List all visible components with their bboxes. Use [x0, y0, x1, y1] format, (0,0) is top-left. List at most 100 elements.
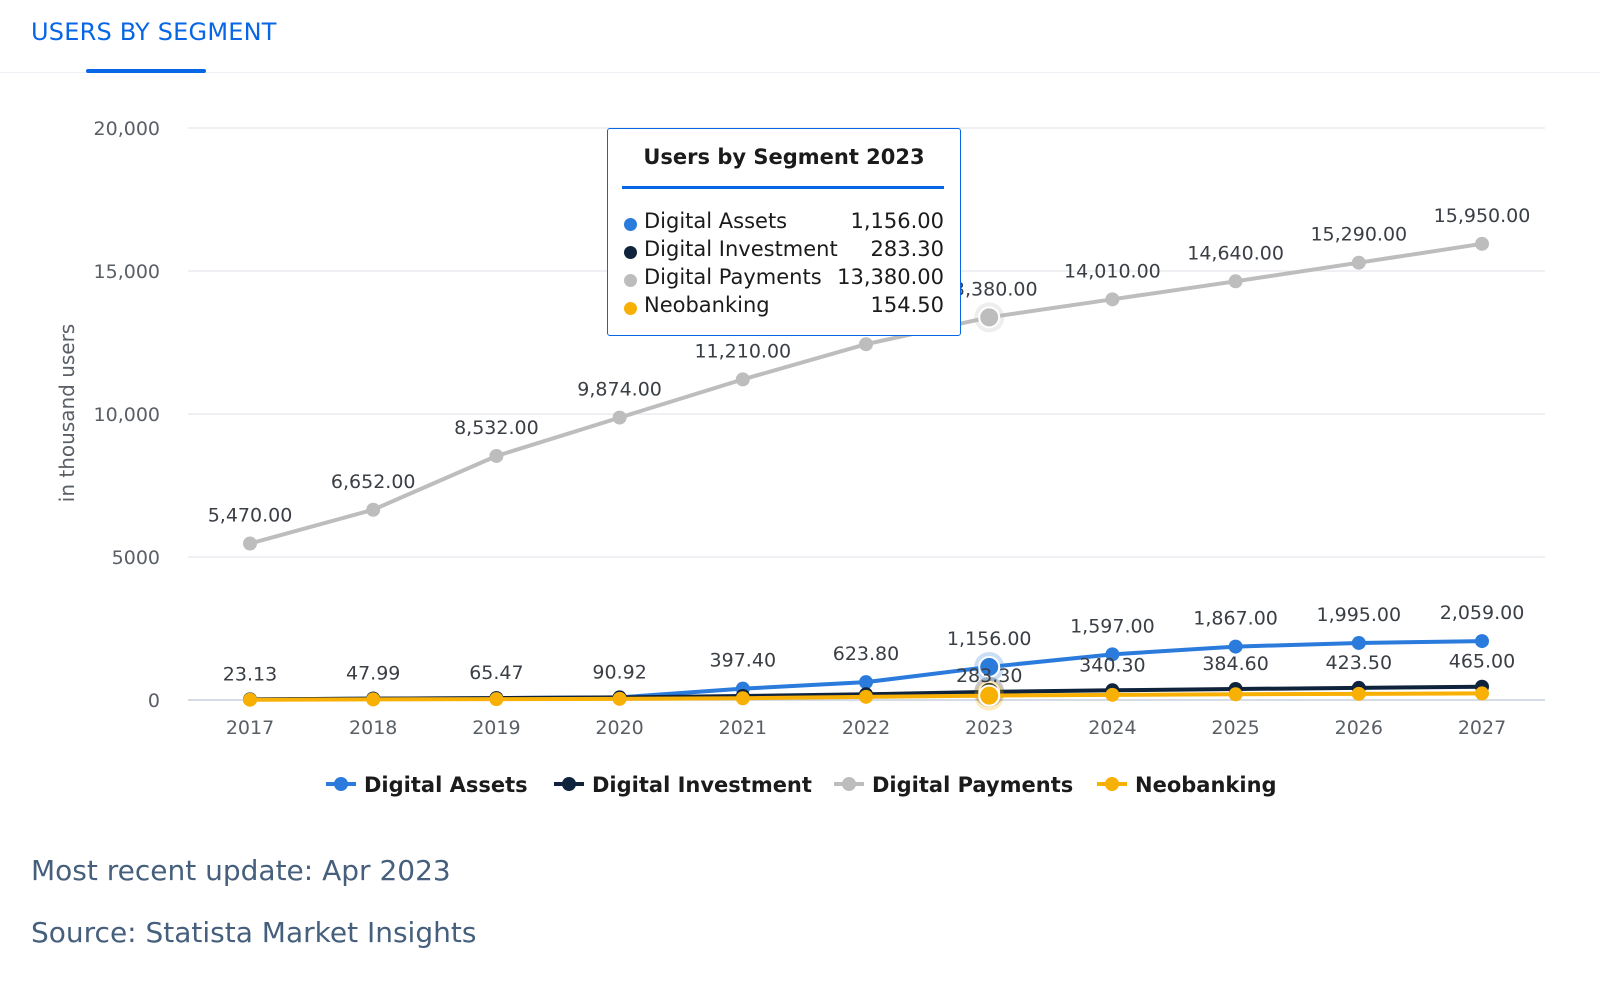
- data-label: 340.30: [1079, 654, 1145, 676]
- data-label: 1,597.00: [1070, 615, 1155, 637]
- legend-label: Digital Payments: [872, 773, 1073, 797]
- legend-label: Neobanking: [1135, 773, 1277, 797]
- data-label: 397.40: [710, 650, 776, 672]
- x-tick-label: 2024: [1088, 717, 1136, 739]
- legend-marker-icon: [842, 777, 856, 791]
- data-label: 14,010.00: [1064, 260, 1161, 282]
- legend-marker-icon: [562, 777, 576, 791]
- x-tick-label: 2025: [1211, 717, 1259, 739]
- data-label: 47.99: [346, 663, 400, 685]
- data-label: 23.13: [223, 663, 277, 685]
- y-tick-label: 20,000: [94, 118, 160, 140]
- data-point: [1475, 686, 1489, 701]
- data-label: 2,059.00: [1440, 602, 1525, 624]
- data-point: [1351, 255, 1366, 270]
- x-tick-label: 2022: [842, 717, 890, 739]
- tooltip-row-name: Digital Investment: [644, 237, 838, 261]
- tooltip-row-digital-investment: Digital Investment 283.30: [624, 237, 944, 265]
- y-tick-label: 15,000: [94, 261, 160, 283]
- legend-item-digital-assets[interactable]: Digital Assets: [326, 773, 528, 797]
- x-tick-label: 2020: [595, 717, 643, 739]
- data-point: [1228, 639, 1243, 654]
- chart-tooltip: Users by Segment 2023 Digital Assets 1,1…: [607, 128, 961, 336]
- data-point-highlighted: [978, 655, 1001, 678]
- y-tick-label: 0: [148, 690, 160, 712]
- data-point: [366, 692, 381, 707]
- data-point: [243, 536, 257, 551]
- legend-marker-icon: [334, 777, 348, 791]
- tooltip-row-value: 1,156.00: [850, 209, 944, 233]
- data-label: 1,995.00: [1316, 604, 1401, 626]
- x-tick-label: 2023: [965, 717, 1013, 739]
- data-label: 1,867.00: [1193, 608, 1278, 630]
- data-label: 283.30: [956, 665, 1022, 687]
- data-label: 5,470.00: [208, 505, 293, 527]
- data-point: [859, 337, 873, 352]
- series-neobanking: [243, 680, 1489, 711]
- source-text: Source: Statista Market Insights: [31, 916, 477, 949]
- data-point: [735, 691, 750, 706]
- tooltip-row-digital-payments: Digital Payments 13,380.00: [624, 265, 944, 293]
- y-axis-title: in thousand users: [55, 324, 79, 502]
- digital-payments-dot-icon: [624, 274, 637, 287]
- data-labels: 397.40 623.80 1,156.00 1,597.00 1,867.00 1,99…: [208, 205, 1531, 687]
- data-point: [243, 692, 257, 707]
- data-label: 1,156.00: [947, 628, 1032, 650]
- x-tick-label: 2018: [349, 717, 397, 739]
- data-point: [489, 692, 504, 707]
- legend-marker-icon: [1105, 777, 1119, 791]
- tooltip-divider: [622, 186, 944, 189]
- tooltip-row-digital-assets: Digital Assets 1,156.00: [624, 209, 944, 237]
- data-point: [1105, 687, 1120, 702]
- data-label: 423.50: [1326, 652, 1392, 674]
- tooltip-title: Users by Segment 2023: [643, 145, 925, 169]
- data-point: [1475, 634, 1489, 649]
- data-point: [366, 502, 381, 517]
- data-label: 15,950.00: [1434, 205, 1531, 227]
- data-label: 13,380.00: [941, 278, 1038, 300]
- digital-investment-dot-icon: [624, 246, 637, 259]
- data-label: 15,290.00: [1310, 224, 1407, 246]
- x-tick-label: 2026: [1335, 717, 1383, 739]
- chart-legend: Digital Assets Digital Investment Digital …: [326, 773, 1277, 797]
- data-point: [1228, 687, 1243, 702]
- tooltip-row-name: Digital Assets: [644, 209, 788, 233]
- data-label: 90.92: [592, 661, 646, 683]
- data-point: [859, 675, 873, 690]
- tab-bar: USERS BY SEGMENT: [0, 0, 1600, 73]
- data-label: 465.00: [1449, 651, 1515, 673]
- tab-active-indicator: [86, 69, 206, 73]
- data-point: [859, 689, 873, 704]
- x-tick-label: 2017: [226, 717, 274, 739]
- tooltip-row-neobanking: Neobanking 154.50: [624, 293, 944, 321]
- data-point: [735, 372, 750, 387]
- legend-label: Digital Assets: [364, 773, 528, 797]
- data-point: [1351, 635, 1366, 650]
- y-tick-label: 10,000: [94, 404, 160, 426]
- data-point: [1228, 274, 1243, 289]
- tooltip-row-value: 13,380.00: [837, 265, 944, 289]
- legend-item-digital-investment[interactable]: Digital Investment: [554, 773, 812, 797]
- data-label: 65.47: [469, 662, 523, 684]
- series-digital-payments: [243, 236, 1489, 551]
- legend-item-neobanking[interactable]: Neobanking: [1097, 773, 1277, 797]
- tab-users-by-segment[interactable]: USERS BY SEGMENT: [31, 18, 277, 46]
- data-point: [1475, 236, 1489, 251]
- data-point: [489, 448, 504, 463]
- data-label: 6,652.00: [331, 471, 416, 493]
- data-point-highlighted: [978, 684, 1001, 707]
- data-point: [1351, 686, 1366, 701]
- data-label: 8,532.00: [454, 417, 539, 439]
- data-label: 14,640.00: [1187, 242, 1284, 264]
- legend-label: Digital Investment: [592, 773, 812, 797]
- data-point: [1105, 647, 1120, 662]
- last-update-text: Most recent update: Apr 2023: [31, 854, 451, 887]
- data-label: 623.80: [833, 643, 899, 665]
- tooltip-row-name: Neobanking: [644, 293, 770, 317]
- x-tick-label: 2027: [1458, 717, 1506, 739]
- data-label: 9,874.00: [577, 379, 662, 401]
- legend-item-digital-payments[interactable]: Digital Payments: [834, 773, 1073, 797]
- x-tick-label: 2019: [472, 717, 520, 739]
- digital-assets-dot-icon: [624, 218, 637, 231]
- neobanking-dot-icon: [624, 302, 637, 315]
